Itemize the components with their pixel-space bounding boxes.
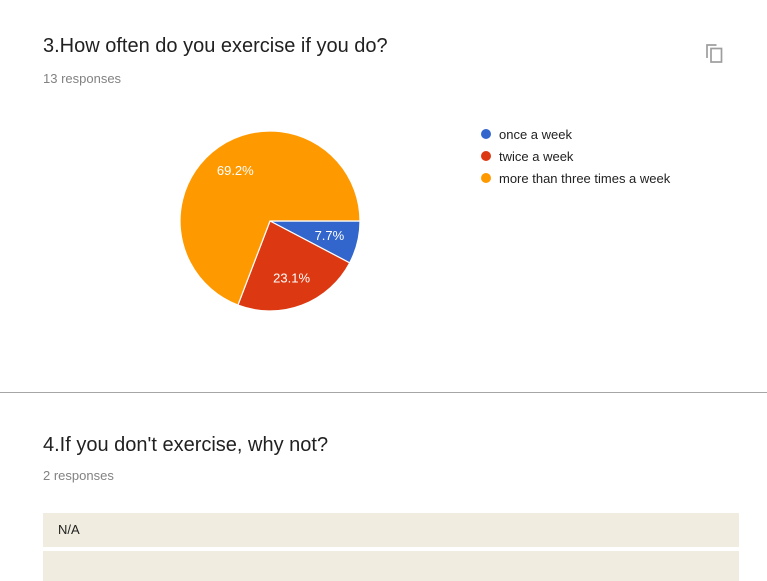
legend-label: once a week — [499, 126, 572, 142]
pie-slice-1[interactable] — [237, 220, 351, 312]
pie-slice-label-1: 23.1% — [273, 271, 310, 286]
response-count: 2 responses — [43, 468, 114, 483]
text-answer-partial — [43, 551, 739, 581]
legend-swatch-orange — [481, 173, 491, 183]
legend-swatch-red — [481, 151, 491, 161]
legend-swatch-blue — [481, 129, 491, 139]
pie-chart: 7.7% 23.1% 69.2% — [179, 130, 361, 312]
legend-label: more than three times a week — [499, 170, 671, 186]
legend-label: twice a week — [499, 148, 574, 164]
question-card-exercise-frequency: 3.How often do you exercise if you do? 1… — [0, 35, 767, 393]
legend-item-twice-a-week: twice a week — [481, 145, 670, 167]
chart-legend: once a week twice a week more than three… — [481, 123, 670, 189]
copy-icon — [705, 44, 722, 63]
question-card-no-exercise-reason: 4.If you don't exercise, why not? 2 resp… — [0, 393, 767, 581]
question-title: 4.If you don't exercise, why not? — [43, 434, 329, 456]
text-answer: N/A — [43, 513, 739, 547]
response-count: 13 responses — [43, 71, 122, 86]
pie-slice-label-2: 69.2% — [217, 163, 254, 178]
legend-item-more-than-three: more than three times a week — [481, 167, 670, 189]
pie-slice-2[interactable] — [179, 130, 361, 306]
question-title: 3.How often do you exercise if you do? — [43, 35, 388, 57]
legend-item-once-a-week: once a week — [481, 123, 670, 145]
copy-chart-button[interactable] — [700, 40, 728, 68]
pie-slice-label-0: 7.7% — [315, 228, 345, 243]
